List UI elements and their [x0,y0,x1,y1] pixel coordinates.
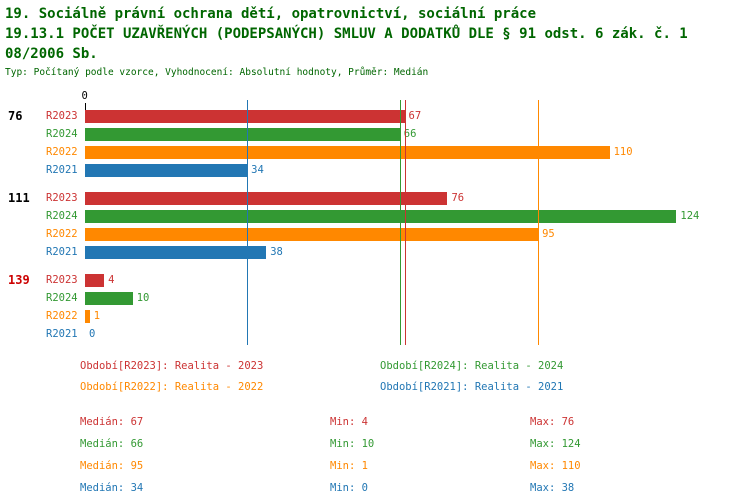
bar-r2022 [85,146,610,159]
bar-value-label: 4 [108,274,115,286]
bar-r2021 [85,164,248,177]
legend-item-r2024: Období[R2024]: Realita - 2024 [380,360,564,372]
stat-min-r2021: Min: 0 [330,482,368,494]
series-label: R2021 [46,164,78,176]
stat-max-r2021: Max: 38 [530,482,575,494]
bar-r2023 [85,192,448,205]
stat-median-r2024: Medián: 66 [80,438,144,450]
bar-r2023 [85,274,105,287]
axis-origin-tick [85,103,86,110]
report-title-line2: 19.13.1 POČET UZAVŘENÝCH (PODEPSANÝCH) S… [5,26,688,42]
report-title-line3: 08/2006 Sb. [5,46,98,62]
series-label: R2022 [46,310,78,322]
series-label: R2024 [46,210,78,222]
report-subtitle: Typ: Počítaný podle vzorce, Vyhodnocení:… [5,67,429,78]
bar-r2024 [85,128,400,141]
stat-median-r2022: Medián: 95 [80,460,144,472]
series-label: R2021 [46,246,78,258]
group-label: 111 [8,191,30,205]
chart: 0 76 R2023 67 R2024 66 R2022 110 R2021 34 111 R202… [0,90,750,352]
series-label: R2023 [46,192,78,204]
bar-r2022 [85,310,90,323]
bar-value-label: 76 [451,192,465,204]
bar-r2024 [85,210,677,223]
bar-r2024 [85,292,133,305]
series-label: R2024 [46,128,78,140]
median-line-r2022 [538,100,540,345]
series-label: R2021 [46,328,78,340]
bar-value-label: 95 [542,228,555,240]
bar-r2023 [85,110,405,123]
legend-item-r2023: Období[R2023]: Realita - 2023 [80,360,264,372]
series-label: R2023 [46,274,78,286]
series-label: R2022 [46,146,78,158]
median-line-r2023 [404,100,406,345]
stat-max-r2023: Max: 76 [530,416,575,428]
bar-value-label: 110 [613,146,633,158]
legend-item-r2021: Období[R2021]: Realita - 2021 [380,381,564,393]
bar-value-label: 0 [89,328,96,340]
bar-value-label: 34 [251,164,264,176]
group-label: 139 [8,273,30,287]
series-label: R2024 [46,292,78,304]
stat-max-r2024: Max: 124 [530,438,581,450]
stat-min-r2024: Min: 10 [330,438,375,450]
axis-zero-label: 0 [81,90,88,102]
group-label: 76 [8,109,23,123]
median-line-r2021 [247,100,249,345]
bar-value-label: 1 [93,310,101,322]
stat-max-r2022: Max: 110 [530,460,581,472]
stat-median-r2023: Medián: 67 [80,416,144,428]
legend-item-r2022: Období[R2022]: Realita - 2022 [80,381,264,393]
series-label: R2023 [46,110,78,122]
stat-min-r2022: Min: 1 [330,460,368,472]
report-title-line1: 19. Sociálně právní ochrana dětí, opatro… [5,6,537,22]
bar-value-label: 67 [408,110,422,122]
series-label: R2022 [46,228,78,240]
bar-value-label: 66 [403,128,417,140]
bar-r2022 [85,228,539,241]
median-line-r2024 [399,100,401,345]
stat-min-r2023: Min: 4 [330,416,368,428]
bar-value-label: 124 [680,210,700,222]
bar-r2021 [85,246,267,259]
stat-median-r2021: Medián: 34 [80,482,144,494]
bar-value-label: 38 [270,246,283,258]
bar-value-label: 10 [136,292,150,304]
